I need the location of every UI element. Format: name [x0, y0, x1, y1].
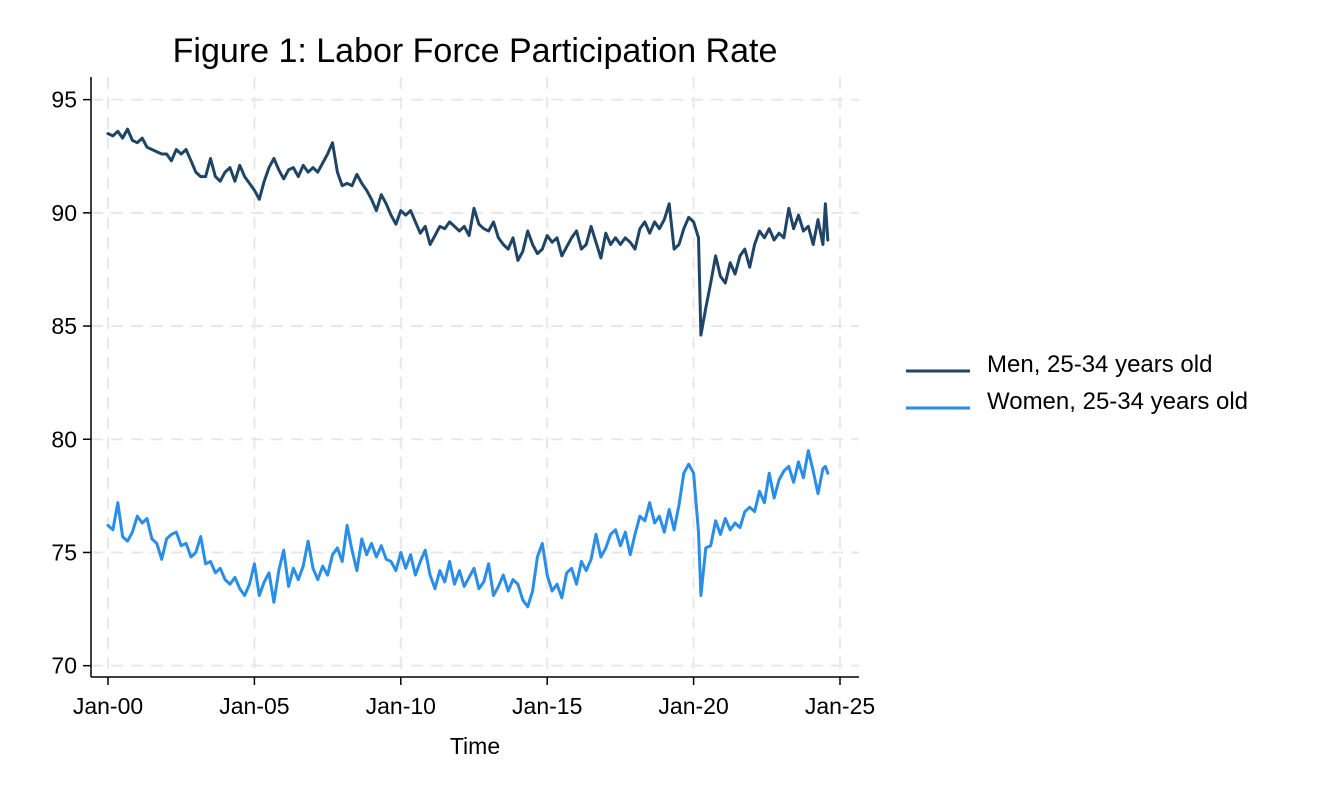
legend: Men, 25-34 years old Women, 25-34 years o…: [906, 351, 1248, 415]
legend-label: Women, 25-34 years old: [987, 388, 1248, 415]
x-tick-label: Jan-20: [658, 693, 728, 719]
x-axis-title: Time: [450, 733, 500, 759]
y-tick-label: 80: [51, 426, 77, 452]
x-tick-label: Jan-05: [219, 693, 289, 719]
series-line-women: [106, 449, 830, 609]
chart-title: Figure 1: Labor Force Participation Rate: [173, 32, 778, 70]
x-tick-label: Jan-15: [512, 693, 582, 719]
series-lines: [106, 127, 830, 609]
series-line-men: [106, 127, 830, 337]
y-tick-label: 90: [51, 200, 77, 226]
y-tick-label: 75: [51, 539, 77, 565]
y-tick-label: 85: [51, 313, 77, 339]
grid-lines: [91, 77, 859, 677]
legend-label: Men, 25-34 years old: [987, 351, 1212, 378]
y-tick-label: 95: [51, 87, 77, 113]
x-tick-label: Jan-10: [366, 693, 436, 719]
y-tick-label: 70: [51, 653, 77, 679]
x-ticks: Jan-00 Jan-05 Jan-10 Jan-15 Jan-20 Jan-25: [73, 677, 875, 719]
y-ticks: 70 75 80 85 90 95: [51, 87, 91, 679]
x-tick-label: Jan-25: [805, 693, 875, 719]
x-tick-label: Jan-00: [73, 693, 143, 719]
axes: [90, 77, 859, 678]
